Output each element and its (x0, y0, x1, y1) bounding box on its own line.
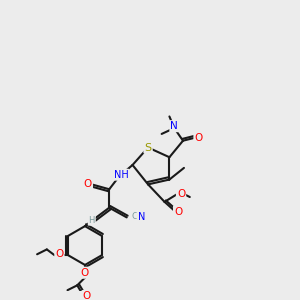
Text: S: S (145, 142, 152, 152)
Text: O: O (177, 189, 185, 199)
Text: O: O (84, 179, 92, 189)
Text: C: C (131, 212, 138, 221)
Text: O: O (55, 249, 64, 259)
Text: O: O (83, 291, 91, 300)
Text: O: O (174, 207, 182, 217)
Text: H: H (88, 216, 95, 225)
Text: O: O (81, 268, 89, 278)
Text: N: N (170, 121, 178, 131)
Text: NH: NH (113, 170, 128, 180)
Text: O: O (194, 133, 203, 143)
Text: N: N (138, 212, 145, 222)
